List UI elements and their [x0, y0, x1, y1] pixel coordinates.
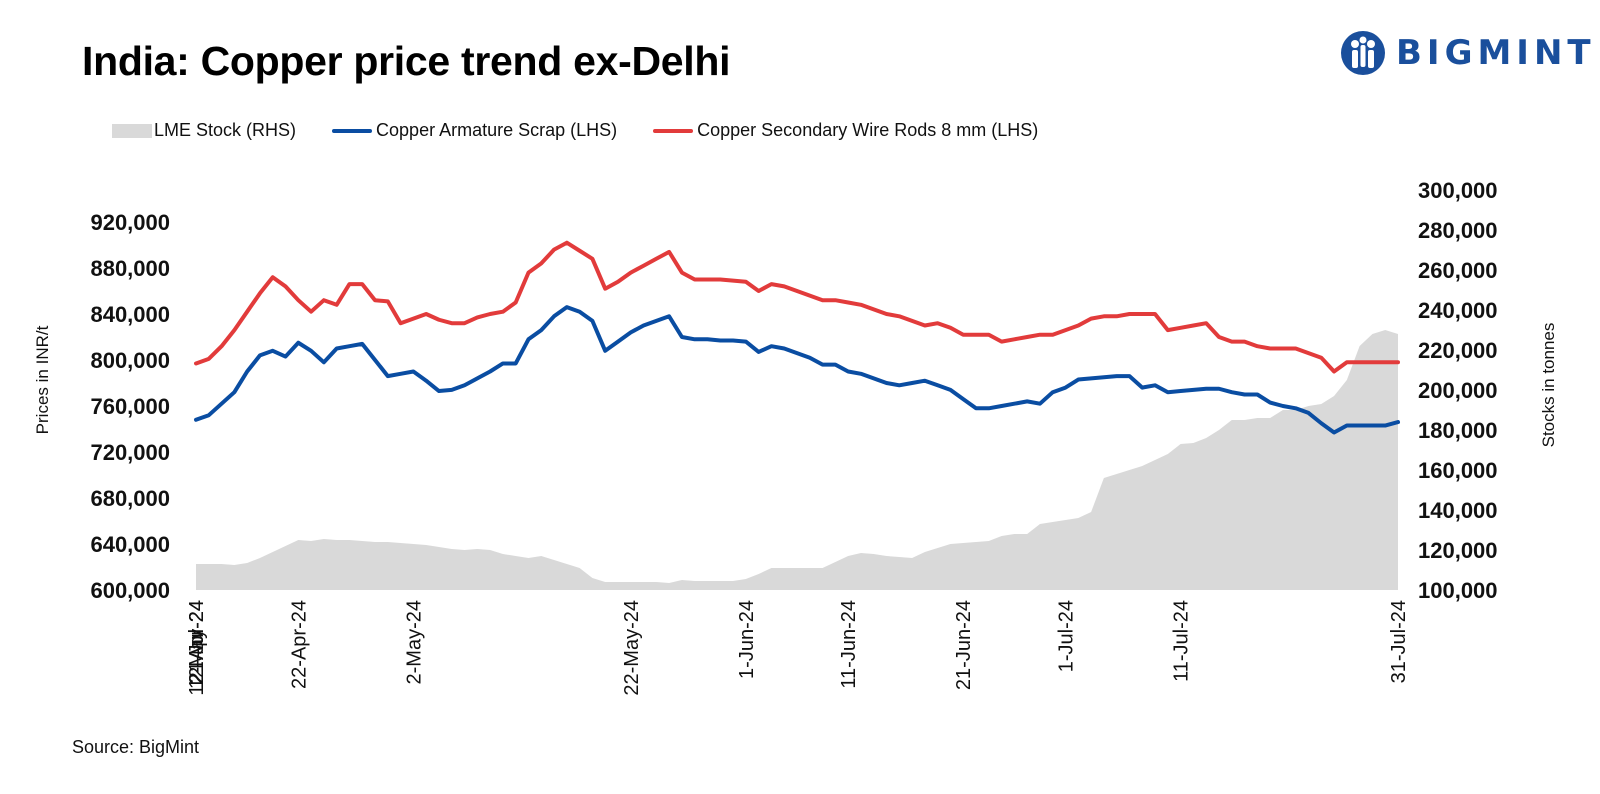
y-tick-left: 600,000	[90, 578, 170, 603]
x-tick: 11-Jul-24	[1171, 600, 1193, 682]
y-tick-right: 140,000	[1418, 498, 1498, 523]
legend-item-wire-rods: Copper Secondary Wire Rods 8 mm (LHS)	[653, 120, 1038, 141]
series-area-lme-stock	[196, 330, 1398, 590]
chart-title: India: Copper price trend ex-Delhi	[82, 38, 731, 84]
x-tick: 11-Jun-24	[838, 600, 860, 689]
brand-logo: BIGMINT	[1338, 28, 1596, 78]
x-tick: 21-Jul-24	[186, 600, 208, 683]
brand-name: BIGMINT	[1396, 33, 1596, 73]
y-tick-right: 240,000	[1418, 298, 1498, 323]
legend-label-armature-scrap: Copper Armature Scrap (LHS)	[376, 120, 618, 140]
legend-item-lme-stock: LME Stock (RHS)	[112, 120, 296, 141]
y-tick-left: 840,000	[90, 302, 170, 327]
y-tick-right: 280,000	[1418, 218, 1498, 243]
series-line-armature-scrap	[194, 305, 1400, 435]
x-tick: 31-Jul-24	[1388, 600, 1410, 683]
legend-label-lme-stock: LME Stock (RHS)	[154, 120, 297, 140]
x-tick: 21-Jun-24	[953, 600, 975, 690]
x-tick: 12-Apr-24	[186, 600, 208, 689]
y-tick-left: 920,000	[90, 210, 170, 235]
y-tick-left: 800,000	[90, 348, 170, 373]
y-tick-left: 640,000	[90, 532, 170, 557]
y-tick-left: 680,000	[90, 486, 170, 511]
legend-item-armature-scrap: Copper Armature Scrap (LHS)	[332, 120, 617, 141]
y-tick-right: 180,000	[1418, 418, 1498, 443]
y-tick-right: 260,000	[1418, 258, 1498, 283]
y-tick-left: 720,000	[90, 440, 170, 465]
y-tick-left: 880,000	[90, 256, 170, 281]
legend-swatch-lme-stock	[112, 123, 152, 138]
bigmint-logo-icon	[1341, 31, 1385, 75]
x-tick: 1-Jul-24	[1056, 600, 1078, 672]
y-tick-right: 300,000	[1418, 178, 1498, 203]
legend-swatch-wire-rods	[653, 128, 694, 133]
x-tick: 1-Jun-24	[736, 600, 758, 679]
y-tick-left: 760,000	[90, 394, 170, 419]
x-tick: 12-May-24	[186, 600, 208, 696]
chart-legend: LME Stock (RHS) Copper Armature Scrap (L…	[112, 120, 1074, 141]
x-tick: 2-May-24	[403, 600, 425, 684]
series-line-wire-rods	[194, 240, 1400, 374]
y-tick-right: 220,000	[1418, 338, 1498, 363]
legend-label-wire-rods: Copper Secondary Wire Rods 8 mm (LHS)	[697, 120, 1039, 140]
source-note: Source: BigMint	[72, 737, 200, 757]
chart-plot: 920,000 880,000 840,000 800,000 760,000 720,0…	[33, 178, 1558, 696]
legend-swatch-armature-scrap	[332, 128, 373, 133]
y-tick-right: 120,000	[1418, 538, 1498, 563]
y-axis-label-left: Prices in INR/t	[33, 325, 52, 434]
x-tick: 22-Apr-24	[288, 600, 310, 689]
y-tick-right: 160,000	[1418, 458, 1498, 483]
y-tick-right: 100,000	[1418, 578, 1498, 603]
x-tick: 22-May-24	[621, 600, 643, 696]
y-tick-right: 200,000	[1418, 378, 1498, 403]
y-axis-label-right: Stocks in tonnes	[1539, 323, 1558, 448]
